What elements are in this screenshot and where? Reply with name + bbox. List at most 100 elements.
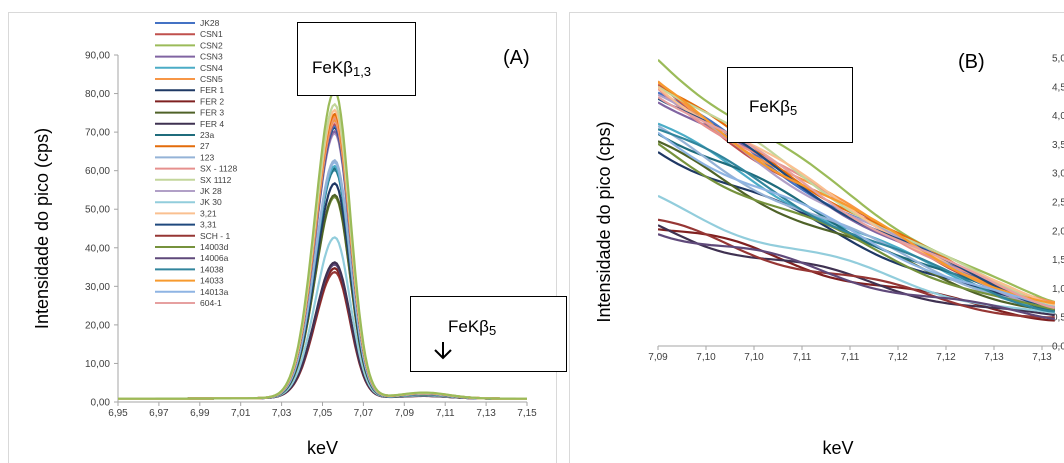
y-tick-label: 2,5 xyxy=(1052,198,1064,209)
legend-label: CSN3 xyxy=(200,52,223,62)
y-tick-label: 1,0 xyxy=(1052,284,1064,295)
x-tick-label: 7,10 xyxy=(744,352,764,363)
x-tick-label: 7,09 xyxy=(395,408,415,419)
legend-label: 14003d xyxy=(200,242,229,252)
series-line xyxy=(658,218,1055,319)
y-tick-label: 5,0 xyxy=(1052,54,1064,65)
y-axis-title: Intensidade do pico (cps) xyxy=(594,121,614,322)
legend-label: CSN1 xyxy=(200,29,223,39)
legend-label: SX 1112 xyxy=(200,175,232,185)
panel-b-chart: 7,09 7,10 7,10 7,11 7,11 7,12 7,12 7,13 7,130,00… xyxy=(594,51,1064,458)
series-line xyxy=(658,125,1055,308)
legend-label: CSN4 xyxy=(200,63,223,73)
y-tick-label: 3,0 xyxy=(1052,169,1064,180)
x-tick-label: 7,11 xyxy=(841,352,860,363)
y-tick-label: 80,00 xyxy=(85,89,110,100)
x-tick-label: 6,97 xyxy=(149,408,169,419)
panel-a-chart: 0,00 10,00 20,00 30,00 40,00 50,00 60,00 70,00 8… xyxy=(32,18,567,458)
x-tick-label: 7,12 xyxy=(888,352,908,363)
y-tick-label: 4,5 xyxy=(1052,82,1064,93)
annotation-fekb13-main: FeKβ xyxy=(312,58,353,77)
legend-label: 14013a xyxy=(200,287,229,297)
series-line xyxy=(658,128,1055,313)
y-tick-label: 40,00 xyxy=(85,243,110,254)
x-tick-label: 7,13 xyxy=(1032,352,1052,363)
x-tick-label: 7,01 xyxy=(231,408,251,419)
legend-label: 14033 xyxy=(200,276,224,286)
legend-label: CSN2 xyxy=(200,40,223,50)
y-tick-label: 60,00 xyxy=(85,166,110,177)
y-tick-label: 20,00 xyxy=(85,320,110,331)
y-tick-label: 3,5 xyxy=(1052,140,1064,151)
legend-label: JK 30 xyxy=(200,197,222,207)
annotation-fekb5-main: FeKβ xyxy=(448,317,489,336)
x-tick-label: 7,11 xyxy=(793,352,812,363)
x-axis-title: keV xyxy=(307,438,338,458)
legend-label: 14006a xyxy=(200,253,229,263)
legend-label: 23a xyxy=(200,130,214,140)
x-tick-label: 7,05 xyxy=(313,408,333,419)
x-tick-label: 7,09 xyxy=(648,352,668,363)
legend-label: 3,31 xyxy=(200,220,217,230)
y-tick-label: 90,00 xyxy=(85,51,110,62)
x-tick-label: 7,13 xyxy=(476,408,496,419)
legend-label: CSN5 xyxy=(200,74,223,84)
x-tick-label: 7,11 xyxy=(436,408,455,419)
annotation-fekb5: FeKβ5 xyxy=(749,97,797,118)
legend-label: FER 4 xyxy=(200,119,224,129)
series-line xyxy=(658,81,1055,305)
legend-label: FER 2 xyxy=(200,96,224,106)
series-line xyxy=(658,131,1056,309)
x-tick-label: 7,13 xyxy=(984,352,1004,363)
annotation-fekb13-sub: 1,3 xyxy=(353,64,371,79)
annotation-fekb5-main: FeKβ xyxy=(749,97,790,116)
series-line xyxy=(658,142,1056,311)
legend-label: SX - 1128 xyxy=(200,164,237,174)
annotation-box-fekb5 xyxy=(410,296,567,372)
legend-label: JK 28 xyxy=(200,186,222,196)
down-arrow-icon xyxy=(434,342,452,360)
x-axis-title: keV xyxy=(822,438,853,458)
legend-label: SCH - 1 xyxy=(200,231,231,241)
x-tick-label: 7,15 xyxy=(517,408,537,419)
series-line xyxy=(658,96,1056,310)
annotation-box-fekb13 xyxy=(297,22,416,96)
legend-label: 3,21 xyxy=(200,208,217,218)
legend-label: 27 xyxy=(200,141,210,151)
x-tick-label: 7,12 xyxy=(936,352,956,363)
annotation-box-fekb5 xyxy=(727,67,853,143)
y-tick-label: 0,00 xyxy=(91,398,111,409)
annotation-fekb5-sub: 5 xyxy=(489,323,496,338)
y-axis-title: Intensidade do pico (cps) xyxy=(32,128,52,329)
y-tick-label: 70,00 xyxy=(85,128,110,139)
series-line xyxy=(658,59,1056,304)
series-line xyxy=(658,233,1055,321)
y-tick-label: 0,5 xyxy=(1052,313,1064,324)
annotation-fekb5-sub: 5 xyxy=(790,103,797,118)
x-tick-label: 6,99 xyxy=(190,408,210,419)
y-tick-label: 30,00 xyxy=(85,282,110,293)
legend-label: FER 1 xyxy=(200,85,224,95)
x-tick-label: 7,07 xyxy=(354,408,374,419)
legend-label: 14038 xyxy=(200,264,224,274)
y-tick-label: 10,00 xyxy=(85,359,110,370)
y-tick-label: 50,00 xyxy=(85,205,110,216)
panel-label-b: (B) xyxy=(958,51,985,73)
series-line xyxy=(118,89,527,400)
y-tick-label: 2,0 xyxy=(1052,226,1064,237)
annotation-fekb13: FeKβ1,3 xyxy=(312,58,371,79)
y-tick-label: 4,0 xyxy=(1052,111,1064,122)
panel-a-frame xyxy=(8,12,557,463)
x-tick-label: 7,03 xyxy=(272,408,292,419)
x-tick-label: 7,10 xyxy=(696,352,716,363)
y-tick-label: 0,0 xyxy=(1052,342,1064,353)
legend-label: FER 3 xyxy=(200,108,224,118)
annotation-fekb5: FeKβ5 xyxy=(448,317,496,338)
x-tick-label: 6,95 xyxy=(108,408,128,419)
y-tick-label: 1,5 xyxy=(1052,255,1064,266)
legend-label: 123 xyxy=(200,152,214,162)
legend-label: JK28 xyxy=(200,18,220,28)
panel-label-a: (A) xyxy=(503,47,530,69)
legend-label: 604-1 xyxy=(200,298,222,308)
